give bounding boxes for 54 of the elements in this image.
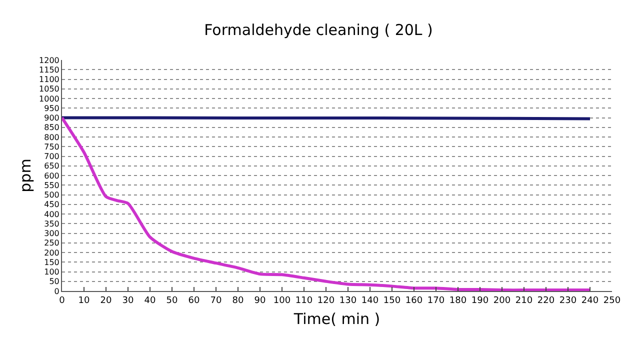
x-tick-label: 20: [100, 296, 112, 306]
x-tick-label: 60: [188, 296, 200, 306]
y-tick-label: 150: [44, 258, 60, 267]
y-tick-label: 350: [44, 219, 60, 228]
y-tick-label: 900: [44, 114, 60, 123]
x-tick-label: 220: [537, 296, 555, 306]
x-tick-label: 190: [471, 296, 489, 306]
y-tick-label: 250: [44, 238, 60, 248]
x-tick-label: 200: [493, 296, 511, 306]
y-tick-label: 550: [44, 180, 60, 190]
x-tick-label: 230: [559, 296, 577, 306]
x-tick-label: 110: [295, 296, 313, 306]
x-tick-label: 140: [361, 296, 379, 306]
x-axis-title: Time( min ): [292, 310, 380, 328]
x-tick-label: 210: [515, 296, 533, 306]
x-tick-label: 120: [317, 296, 335, 306]
x-tick-label: 160: [405, 296, 423, 306]
x-tick-label: 130: [339, 296, 357, 306]
y-tick-label: 1050: [39, 84, 60, 94]
y-tick-label: 1200: [39, 56, 60, 65]
y-tick-label: 800: [44, 132, 60, 142]
y-tick-label: 400: [44, 210, 60, 219]
x-tick-label: 180: [449, 296, 467, 306]
x-tick-label: 150: [383, 296, 401, 306]
y-tick-label: 0: [54, 286, 60, 296]
y-tick-label: 1000: [39, 94, 60, 104]
y-axis-title: ppm: [16, 158, 34, 192]
y-tick-label: 100: [44, 268, 60, 277]
x-tick-label: 240: [581, 296, 599, 306]
line-series: [62, 116, 592, 291]
y-tick-label: 200: [44, 248, 60, 258]
y-tick-label: 850: [44, 123, 60, 132]
y-tick-label: 450: [44, 200, 60, 210]
chart-title: Formaldehyde cleaning ( 20L ): [204, 20, 433, 39]
x-tick-label: 170: [427, 296, 445, 306]
x-tick-label: 250: [603, 296, 621, 306]
x-tick-label: 100: [273, 296, 291, 306]
y-tick-label: 50: [49, 277, 60, 286]
x-tick-label: 30: [122, 296, 134, 306]
y-tick-label: 1150: [39, 65, 60, 74]
x-tick-label: 40: [144, 296, 156, 306]
y-tick-label: 950: [44, 104, 60, 113]
x-tick-label: 10: [78, 296, 90, 306]
x-tick-label: 90: [254, 296, 266, 306]
x-tick-label: 70: [210, 296, 222, 306]
y-tick-label: 650: [44, 162, 60, 171]
x-tick-label: 80: [232, 296, 244, 306]
y-tick-label: 750: [44, 142, 60, 152]
x-tick-label: 50: [166, 296, 178, 306]
y-tick-label: 300: [44, 229, 60, 238]
y-tick-label: 500: [44, 190, 60, 200]
y-tick-label: 700: [44, 152, 60, 162]
y-tick-label: 600: [44, 171, 60, 180]
y-tick-label: 1100: [39, 75, 60, 84]
